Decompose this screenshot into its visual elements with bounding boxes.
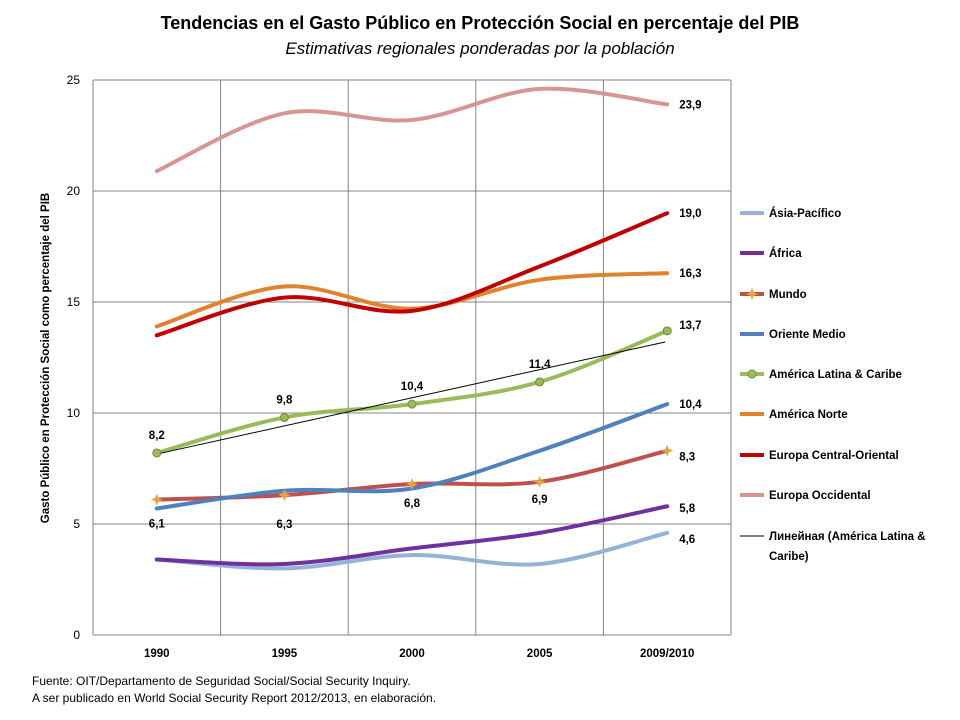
- legend-marker: [747, 369, 757, 379]
- end-value-label: 23,9: [679, 99, 701, 111]
- legend: Ásia-Pacífico África Mundo Oriente Medio Amé…: [740, 207, 926, 563]
- y-tick-label: 20: [67, 184, 81, 198]
- x-axis-ticks: 1990 1995 2000 2005 2009/2010: [144, 648, 694, 660]
- x-tick-label: 1990: [144, 648, 170, 660]
- data-point: [152, 448, 162, 458]
- publication-note: A ser publicado en World Social Security…: [32, 691, 437, 705]
- trendline-linear: [156, 341, 666, 455]
- legend-label: América Latina & Caribe: [769, 369, 902, 381]
- legend-item-europa-occidental: Europa Occidental: [740, 490, 871, 502]
- data-labels: 4,6 5,8 10,4 16,3 19,0 23,9 8,2 9,8 10,4 11,4 13,7…: [149, 99, 702, 545]
- y-tick-label: 0: [73, 628, 80, 642]
- legend-item-america-norte: América Norte: [740, 409, 848, 421]
- legend-label: Mundo: [769, 289, 807, 301]
- end-value-label: 5,8: [679, 503, 696, 515]
- data-point: [278, 489, 291, 502]
- legend-label: Europa Central-Oriental: [769, 450, 899, 462]
- data-point: [533, 475, 546, 488]
- y-tick-label: 25: [67, 73, 81, 87]
- data-point: [535, 377, 545, 387]
- legend-label: Ásia-Pacífico: [769, 207, 841, 220]
- series-line-europa-occidental: [154, 86, 670, 174]
- data-label: 13,7: [679, 320, 701, 332]
- x-tick-label: 2009/2010: [640, 648, 694, 660]
- end-value-label: 10,4: [679, 399, 702, 411]
- data-label: 11,4: [529, 359, 551, 371]
- data-label: 10,4: [401, 381, 424, 393]
- legend-marker: [746, 288, 758, 300]
- series-markers: [150, 326, 674, 506]
- y-axis-ticks: 0 5 10 15 20 25: [67, 73, 81, 642]
- end-value-label: 19,0: [679, 208, 701, 220]
- series-line-america-norte: [154, 271, 670, 329]
- data-label: 6,9: [532, 494, 548, 506]
- legend-item-america-latina-caribe: América Latina & Caribe: [740, 369, 902, 381]
- data-label: 8,3: [679, 452, 695, 464]
- data-point: [279, 412, 289, 422]
- y-tick-label: 15: [67, 295, 81, 309]
- series-line-europa-central-oriental: [154, 211, 670, 338]
- legend-item-asia-pacifico: Ásia-Pacífico: [740, 207, 841, 220]
- end-value-label: 16,3: [679, 268, 701, 280]
- data-label: 9,8: [276, 394, 293, 406]
- series-line-africa: [154, 504, 670, 567]
- legend-label: África: [769, 247, 802, 260]
- y-tick-label: 10: [67, 406, 81, 420]
- legend-item-africa: África: [740, 247, 802, 260]
- legend-label: Oriente Medio: [769, 329, 846, 341]
- legend-label: América Norte: [769, 409, 848, 421]
- legend-item-mundo: Mundo: [740, 288, 807, 301]
- trendline: [156, 341, 666, 455]
- data-label: 6,8: [404, 498, 421, 510]
- data-label: 8,2: [149, 430, 165, 442]
- data-point: [662, 326, 672, 336]
- data-point: [150, 493, 163, 506]
- chart-title: Tendencias en el Gasto Público en Protec…: [160, 13, 800, 33]
- series-line-mundo: [154, 448, 670, 502]
- data-point: [406, 478, 418, 490]
- chart-subtitle: Estimativas regionales ponderadas por la…: [285, 39, 675, 58]
- data-label: 6,3: [276, 519, 292, 531]
- data-point: [407, 399, 417, 409]
- end-value-label: 4,6: [679, 534, 695, 546]
- legend-item-trendline: Линейная (América Latina & Caribe): [740, 531, 926, 563]
- series-line-asia-pacifico: [154, 530, 670, 571]
- data-point: [661, 444, 674, 457]
- legend-item-europa-central-oriental: Europa Central-Oriental: [740, 450, 899, 462]
- data-label: 6,1: [149, 519, 166, 531]
- x-tick-label: 2000: [399, 648, 425, 660]
- series-line-oriente-medio: [154, 402, 670, 511]
- legend-label: Europa Occidental: [769, 490, 871, 502]
- legend-label: Линейная (América Latina & Caribe): [769, 531, 926, 563]
- y-tick-label: 5: [73, 517, 80, 531]
- legend-item-oriente-medio: Oriente Medio: [740, 329, 846, 341]
- chart-grid: [92, 79, 732, 636]
- source-note: Fuente: OIT/Departamento de Seguridad So…: [32, 674, 411, 688]
- series-lines: [154, 86, 670, 571]
- x-tick-label: 1995: [272, 648, 298, 660]
- x-tick-label: 2005: [527, 648, 553, 660]
- y-axis-label: Gasto Público en Protección Social como …: [40, 193, 52, 523]
